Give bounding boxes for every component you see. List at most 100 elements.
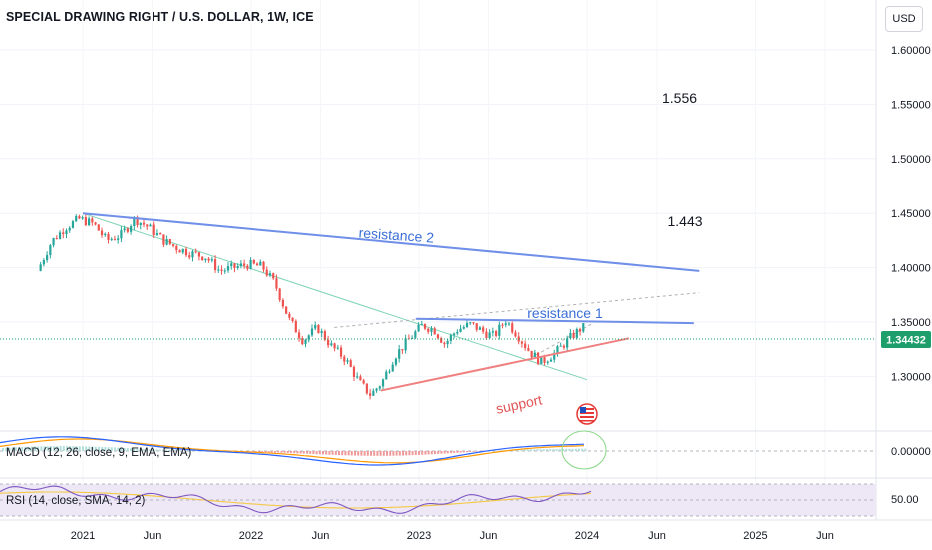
macd-histogram-bar <box>62 446 65 451</box>
macd-histogram-bar <box>152 449 155 451</box>
candle-down <box>78 216 81 219</box>
macd-histogram-bar <box>258 451 260 453</box>
macd-histogram-bar <box>184 450 187 451</box>
candle-down <box>113 239 117 241</box>
macd-histogram-bar <box>427 451 430 455</box>
macd-histogram-bar <box>8 447 11 451</box>
macd-histogram-bar <box>46 446 49 451</box>
macd-histogram-bar <box>194 450 196 452</box>
macd-histogram-bar <box>424 451 427 455</box>
macd-histogram-bar <box>523 449 526 451</box>
macd-histogram-bar <box>24 446 27 451</box>
macd-histogram-bar <box>290 451 292 454</box>
time-axis-tick: Jun <box>480 530 498 542</box>
candle-down <box>494 331 498 336</box>
macd-histogram-bar <box>322 451 324 455</box>
candle-down <box>562 345 566 348</box>
support-label: support <box>494 391 543 416</box>
time-axis-tick: Jun <box>648 530 666 542</box>
candle-down <box>327 339 330 346</box>
candle-up <box>104 233 107 236</box>
candle-down <box>146 224 149 227</box>
candle-down <box>572 332 575 338</box>
macd-histogram-bar <box>341 451 344 456</box>
candle-up <box>223 270 226 272</box>
candle-down <box>168 239 171 245</box>
candle-up <box>42 260 45 265</box>
macd-histogram-bar <box>181 450 184 451</box>
time-axis: 2021 Jun 2022 Jun 2023 Jun 2024 Jun 2025 Jun <box>71 530 834 542</box>
candle-down <box>333 343 336 349</box>
macd-histogram-bar <box>357 451 360 456</box>
macd-histogram-bar <box>168 449 171 451</box>
macd-histogram-bar <box>533 449 536 451</box>
price-axis-tick: 1.50000 <box>891 154 931 166</box>
rsi-axis-tick: 50.00 <box>891 494 919 506</box>
candle-up <box>110 239 113 241</box>
macd-histogram-bar <box>344 451 347 456</box>
macd-histogram-bar <box>472 451 475 452</box>
candle-up <box>123 228 126 231</box>
time-axis-tick: 2024 <box>575 530 599 542</box>
price-axis-tick: 1.60000 <box>891 45 931 57</box>
candle-down <box>175 245 178 251</box>
candle-down <box>159 233 162 235</box>
candle-down <box>252 259 255 264</box>
macd-histogram-bar <box>565 448 568 451</box>
macd-histogram-bar <box>306 451 308 454</box>
candle-down <box>482 327 485 332</box>
macd-histogram-bar <box>146 448 148 451</box>
candle-up <box>307 335 310 340</box>
macd-histogram-bar <box>475 451 478 452</box>
candle-down <box>262 261 265 270</box>
macd-histogram-bar <box>459 451 462 453</box>
candle-down <box>530 350 533 357</box>
macd-histogram-bar <box>43 446 46 451</box>
candle-up <box>52 238 55 246</box>
macd-histogram-bar <box>296 451 299 454</box>
candle-down <box>524 343 527 349</box>
macd-histogram-bar <box>130 448 132 451</box>
currency-selector[interactable]: USD <box>885 6 923 32</box>
candle-down <box>352 366 356 377</box>
time-axis-tick: 2023 <box>407 530 431 542</box>
us-flag-event-icon[interactable] <box>576 403 598 425</box>
candle-up <box>155 233 159 235</box>
macd-histogram-bar <box>133 448 136 451</box>
candle-up <box>553 352 556 360</box>
macd-histogram-bar <box>50 446 52 451</box>
rsi-indicator <box>0 485 592 514</box>
candle-up <box>226 266 230 271</box>
macd-histogram-bar <box>325 451 328 455</box>
time-axis-tick: 2022 <box>239 530 263 542</box>
resistance-2-line <box>82 212 700 272</box>
candle-down <box>294 320 297 333</box>
macd-histogram-bar <box>578 448 580 451</box>
candle-up <box>540 357 543 364</box>
candle-up <box>336 347 339 349</box>
candle-down <box>184 248 188 256</box>
target-annotation: 1.556 <box>662 90 697 106</box>
macd-histogram-bar <box>526 449 529 451</box>
macd-histogram-bar <box>539 449 542 451</box>
macd-histogram-bar <box>430 451 433 455</box>
candle-up <box>139 222 142 226</box>
candle-down <box>275 278 278 289</box>
candle-up <box>346 360 349 362</box>
candle-down <box>578 328 582 332</box>
macd-histogram-bar <box>14 447 17 451</box>
candle-up <box>478 327 482 330</box>
macd-histogram-bar <box>149 449 152 451</box>
candle-up <box>398 349 401 359</box>
macd-histogram-bar <box>309 451 312 454</box>
candle-up <box>465 323 469 328</box>
macd-histogram-bar <box>530 449 532 451</box>
macd-line <box>0 436 585 466</box>
candle-up <box>533 352 536 357</box>
macd-histogram-bar <box>59 446 62 451</box>
candle-up <box>414 331 417 338</box>
macd-histogram-bar <box>494 450 497 452</box>
candle-up <box>462 327 465 329</box>
macd-histogram-bar <box>398 451 401 456</box>
